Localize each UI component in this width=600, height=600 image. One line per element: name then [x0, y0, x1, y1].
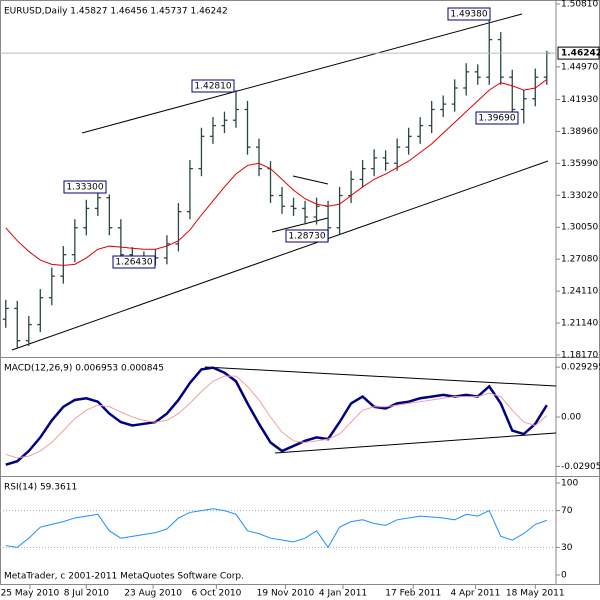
y-tick-label: 0.00	[561, 413, 581, 423]
series-line	[5, 508, 547, 549]
triangle-line	[271, 217, 329, 233]
x-tick-label: 4 Jan 2011	[319, 589, 367, 599]
y-tick-label: 1.38960	[561, 127, 598, 137]
annotation-box	[191, 79, 235, 93]
y-tick-label: 1.44970	[561, 62, 598, 72]
price-label: 1.46242	[561, 49, 600, 59]
panel-title: EURUSD,Daily 1.45827 1.46456 1.45737 1.4…	[4, 7, 228, 17]
y-tick-label: 1.33020	[561, 191, 598, 201]
x-tick-label: 23 Aug 2010	[124, 589, 182, 599]
channel-line	[11, 160, 549, 351]
channel-line	[81, 13, 523, 134]
y-tick-label: 1.18170	[561, 351, 598, 361]
y-tick-label: 70	[561, 506, 573, 516]
frame	[0, 0, 600, 585]
annotation-box	[63, 180, 107, 194]
annotation: 1.39690	[478, 114, 515, 124]
y-tick-label: 1.21140	[561, 319, 598, 329]
y-tick-label: 1.41930	[561, 95, 598, 105]
y-tick-label: 1.50810	[561, 0, 598, 10]
footer: MetaTrader, c 2001-2011 MetaQuotes Softw…	[4, 572, 244, 582]
macd-trend-line	[274, 432, 557, 454]
x-tick-label: 6 Oct 2010	[191, 589, 241, 599]
y-tick-label: 100	[561, 479, 578, 489]
annotation: 1.33300	[66, 183, 103, 193]
panel-title: RSI(14) 59.3611	[4, 483, 77, 493]
annotation: 1.26430	[115, 258, 152, 268]
annotation: 1.28730	[288, 232, 325, 242]
x-tick-label: 8 Jul 2010	[64, 589, 109, 599]
x-tick-label: 17 Feb 2011	[385, 589, 441, 599]
annotation-box	[475, 111, 519, 125]
moving-average	[5, 78, 548, 266]
y-tick-label: 1.35990	[561, 159, 598, 169]
y-tick-label: -0.02905	[561, 462, 600, 472]
annotation: 1.42810	[194, 82, 231, 92]
annotation-box	[285, 229, 329, 243]
y-tick-label: 1.24110	[561, 287, 598, 297]
annotation-box	[447, 7, 491, 21]
y-tick-label: 0.029295	[561, 363, 600, 373]
x-tick-label: 4 Apr 2011	[450, 589, 500, 599]
series-line	[5, 375, 548, 459]
y-tick-label: 1.27080	[561, 255, 598, 265]
y-tick-label: 30	[561, 543, 573, 553]
triangle-line	[292, 175, 329, 185]
panel-title: MACD(12,26,9) 0.006953 0.000845	[4, 364, 164, 374]
macd-trend-line	[204, 366, 557, 387]
price-label-box	[557, 46, 600, 60]
x-tick-label: 25 May 2010	[1, 589, 60, 599]
y-tick-label: 0	[561, 571, 567, 581]
x-tick-label: 18 May 2011	[506, 589, 565, 599]
annotation: 1.49380	[450, 10, 487, 20]
y-tick-label: 1.30050	[561, 223, 598, 233]
x-tick-label: 19 Nov 2010	[257, 589, 315, 599]
annotation-box	[112, 255, 156, 269]
